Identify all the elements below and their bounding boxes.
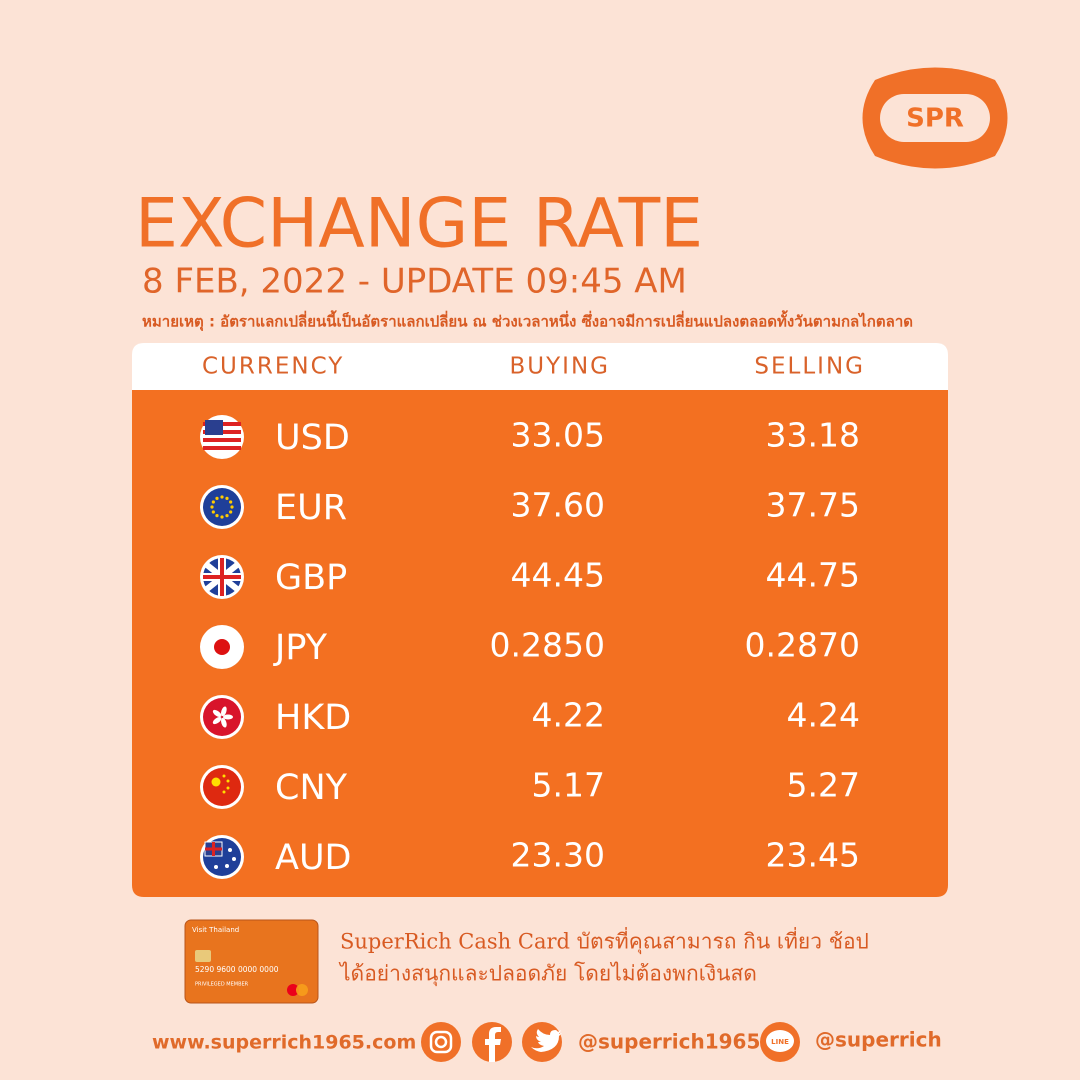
buying-rate: 23.30: [511, 836, 605, 875]
flag-star: [220, 495, 224, 499]
flag-icon: [200, 835, 244, 879]
flag-sun: [214, 639, 230, 655]
card-brand: Visit Thailand: [192, 926, 239, 934]
title: EXCHANGE RATE: [135, 185, 703, 264]
table-header: [132, 343, 948, 390]
column-header: SELLING: [754, 354, 865, 380]
flag-cross: [205, 842, 222, 856]
promo-line: SuperRich Cash Card บัตรที่คุณสามารถ กิน…: [340, 927, 869, 955]
line-icon-text: LINE: [771, 1038, 789, 1046]
logo: SPR: [862, 54, 1008, 182]
flag-icon: [200, 415, 244, 459]
currency-code: USD: [275, 418, 350, 458]
flag-star: [226, 786, 230, 790]
buying-rate: 5.17: [532, 766, 605, 805]
flag-stripe: [203, 438, 241, 442]
currency-code: AUD: [275, 838, 352, 878]
flag-star: [228, 848, 232, 852]
flag-star: [226, 779, 230, 783]
selling-rate: 4.24: [787, 696, 860, 735]
flag-star: [229, 510, 233, 514]
line-icon[interactable]: LINE: [760, 1022, 800, 1062]
flag-bg: [203, 488, 241, 526]
flag-star: [211, 777, 221, 787]
buying-rate: 37.60: [511, 486, 605, 525]
flag-petal: [223, 714, 233, 720]
selling-rate: 37.75: [766, 486, 860, 525]
currency-code: EUR: [275, 488, 347, 528]
social-handle[interactable]: @superrich1965: [578, 1030, 760, 1054]
currency-code: CNY: [275, 768, 348, 808]
note: หมายเหตุ : อัตราแลกเปลี่ยนนี้เป็นอัตราแล…: [142, 310, 913, 332]
flag-petal: [212, 709, 222, 718]
subtitle: 8 FEB, 2022 - UPDATE 09:45 AM: [142, 262, 687, 302]
flag-bg: [203, 768, 241, 806]
card-number: 5290 9600 0000 0000: [195, 965, 279, 974]
flag-star: [210, 505, 214, 509]
flag-star: [215, 496, 219, 500]
selling-rate: 44.75: [766, 556, 860, 595]
flag-icon: [200, 625, 244, 669]
flag-petal: [212, 716, 222, 725]
flag-star: [225, 514, 229, 518]
flag-petal: [221, 706, 227, 717]
currency-code: JPY: [273, 628, 328, 668]
buying-rate: 44.45: [511, 556, 605, 595]
flag-star: [232, 857, 236, 861]
twitter-icon[interactable]: [522, 1022, 562, 1062]
flag-star: [215, 514, 219, 518]
flag-icon: [200, 555, 244, 599]
selling-rate: 33.18: [766, 416, 860, 455]
flag-canton: [205, 420, 223, 435]
currency-code: GBP: [275, 558, 347, 598]
instagram-icon[interactable]: [421, 1022, 461, 1062]
flag-star: [225, 496, 229, 500]
flag-star: [222, 774, 226, 778]
flag-star: [229, 500, 233, 504]
flag-stripe: [203, 446, 241, 450]
flag-star: [211, 510, 215, 514]
website[interactable]: www.superrich1965.com: [152, 1032, 416, 1054]
cash-card: Visit Thailand 5290 9600 0000 0000 PRIVI…: [184, 919, 319, 1004]
selling-rate: 5.27: [787, 766, 860, 805]
buying-rate: 4.22: [532, 696, 605, 735]
flag-icon: [200, 695, 244, 739]
table-body: [132, 390, 948, 897]
flag-cross: [203, 558, 241, 596]
flag-petal: [221, 717, 227, 728]
flag-star: [222, 790, 226, 794]
flag-star: [225, 864, 229, 868]
flag-star: [220, 515, 224, 519]
buying-rate: 33.05: [511, 416, 605, 455]
column-header: BUYING: [510, 354, 610, 380]
card-tier: PRIVILEGED MEMBER: [195, 982, 249, 988]
flag-star: [214, 865, 218, 869]
facebook-icon[interactable]: [472, 1022, 512, 1062]
column-header: CURRENCY: [202, 354, 344, 380]
selling-rate: 0.2870: [745, 626, 860, 665]
flag-bg: [203, 698, 241, 736]
flag-icon: [200, 485, 244, 529]
line-handle[interactable]: @superrich: [815, 1028, 942, 1052]
flag-star: [230, 505, 234, 509]
selling-rate: 23.45: [766, 836, 860, 875]
flag-star: [211, 500, 215, 504]
table-rows: USD 33.05 33.18 EUR 37.60 37.75 GBP 44.45 44.75 J…: [200, 415, 860, 879]
buying-rate: 0.2850: [490, 626, 605, 665]
currency-code: HKD: [275, 698, 351, 738]
flag-icon: [200, 765, 244, 809]
logo-text: SPR: [906, 104, 964, 134]
promo-line: ได้อย่างสนุกและปลอดภัย โดยไม่ต้องพกเงินส…: [338, 962, 757, 987]
